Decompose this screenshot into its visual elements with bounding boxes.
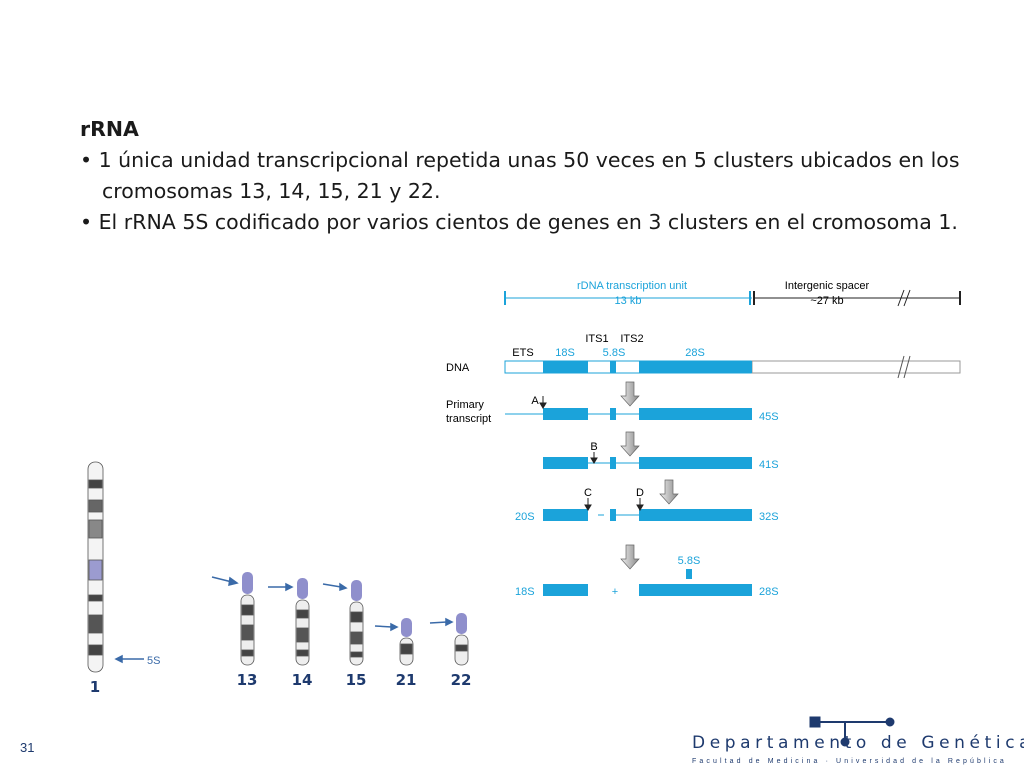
primary-label: Primary: [446, 399, 484, 411]
process-arrows: [620, 381, 679, 570]
its-label: ITS1: [585, 333, 608, 345]
chromosome-label: 22: [451, 671, 472, 689]
site-label: B: [590, 441, 597, 453]
bullet-text: El rRNA 5S codificado por varios cientos…: [98, 210, 958, 234]
unit-label: rDNA transcription unit: [577, 280, 687, 292]
primary-label: transcript: [446, 413, 491, 425]
cut-arrows: [539, 396, 644, 511]
heading: rRNA: [80, 117, 139, 141]
site-label: D: [636, 487, 644, 499]
spacer-size: ~27 kb: [810, 295, 843, 307]
region-label: 18S: [555, 347, 575, 359]
region-label: 5.8S: [603, 347, 626, 359]
page-number: 31: [20, 740, 34, 755]
5s-label: 5S: [147, 655, 160, 667]
product-label: 45S: [759, 411, 779, 423]
chromosomes: [87, 461, 469, 673]
product-label: 18S: [515, 586, 535, 598]
satellites: [242, 572, 467, 637]
chromosome-label: 15: [346, 671, 367, 689]
product-label: 5.8S: [678, 555, 701, 567]
product-label: 28S: [759, 586, 779, 598]
dna-label: DNA: [446, 362, 470, 374]
logo-mark: [809, 716, 895, 747]
logo-sub: Facultad de Medicina · Universidad de la…: [692, 758, 1007, 765]
product-label: 20S: [515, 511, 535, 523]
its-label: ITS2: [620, 333, 643, 345]
bullet: • 1 única unidad transcripcional repetid…: [80, 148, 960, 203]
unit-size: 13 kb: [615, 295, 642, 307]
chromosome-label: 1: [90, 678, 100, 696]
blue-arrows: [114, 576, 454, 664]
chromosome-label: 13: [237, 671, 258, 689]
bullet: • El rRNA 5S codificado por varios cient…: [80, 210, 958, 234]
scale-lines: [504, 289, 961, 307]
spacer-label: Intergenic spacer: [785, 280, 870, 292]
product-label: 41S: [759, 459, 779, 471]
processing-rows: [505, 408, 752, 596]
product-label: +: [612, 586, 618, 598]
dna-row: [504, 355, 961, 379]
region-label: 28S: [685, 347, 705, 359]
chromosome-label: 14: [292, 671, 313, 689]
site-label: C: [584, 487, 592, 499]
text-block: rRNA • 1 única unidad transcripcional re…: [80, 114, 980, 238]
bullet-text: 1 única unidad transcripcional repetida …: [98, 148, 960, 203]
chromosome-label: 21: [396, 671, 417, 689]
logo-name: Departamento de Genética: [692, 733, 1024, 753]
site-label: A: [531, 395, 539, 407]
product-label: 32S: [759, 511, 779, 523]
region-label: ETS: [512, 347, 533, 359]
